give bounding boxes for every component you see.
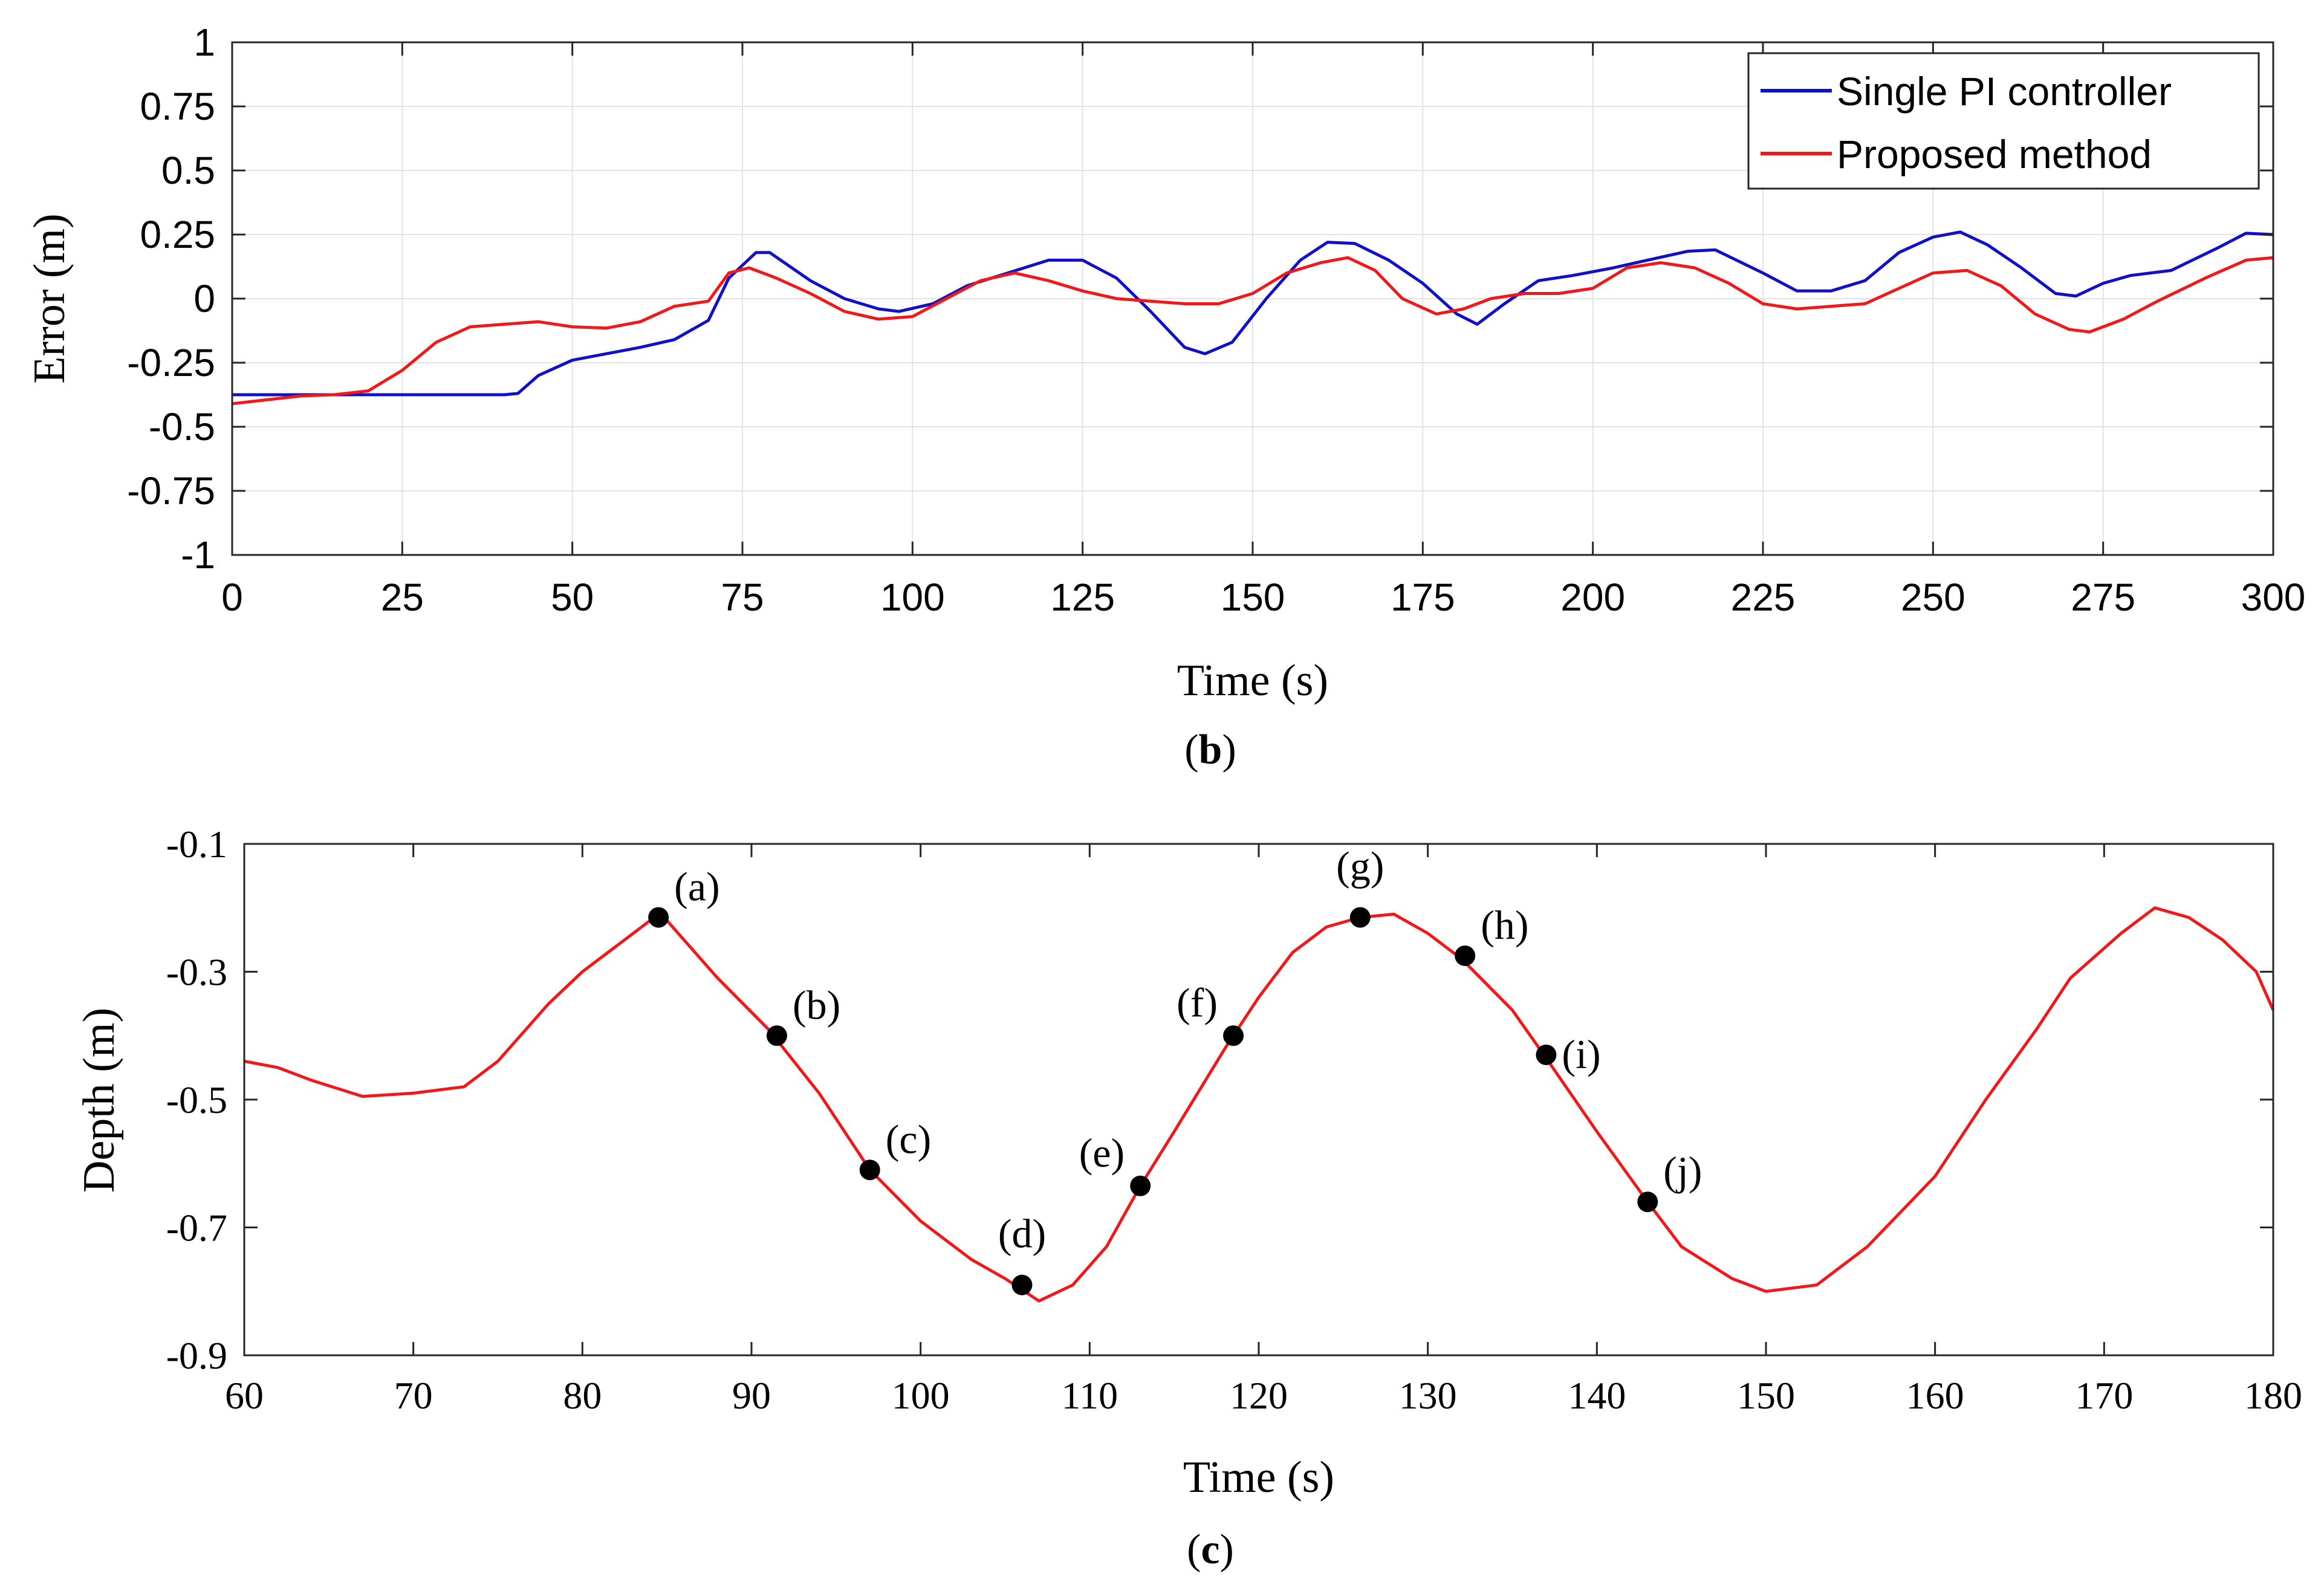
x-tick-label: 125 [1050,575,1115,619]
x-tick-label: 225 [1731,575,1796,619]
x-tick-label: 90 [732,1374,771,1417]
annotation-marker [766,1025,787,1046]
depth-chart-x-ticks: 60 70 80 90 100 110 120 130 140 150 160 170 180 [225,844,2302,1417]
y-tick-label: -0.3 [166,951,227,994]
x-tick-label: 110 [1062,1374,1118,1417]
x-tick-label: 170 [2075,1374,2133,1417]
x-tick-label: 0 [221,575,243,619]
x-tick-label: 100 [880,575,945,619]
series-line-proposed [232,256,2274,406]
depth-chart-x-label: Time (s) [1183,1453,1334,1502]
error-chart-series [232,230,2274,406]
x-tick-label: 50 [551,575,594,619]
legend-box [1747,52,2260,190]
annotation-label: (i) [1562,1031,1600,1077]
y-tick-label: 0.75 [140,85,215,128]
x-tick-label: 200 [1560,575,1625,619]
x-tick-label: 140 [1568,1374,1626,1417]
y-tick-label: -0.25 [127,341,215,384]
x-tick-label: 120 [1230,1374,1288,1417]
x-tick-label: 275 [2071,575,2135,619]
y-tick-label: -1 [181,533,215,577]
error-chart-x-label: Time (s) [1177,656,1328,705]
series-line-depth [244,906,2275,1303]
annotation-marker [1536,1044,1557,1065]
depth-chart-caption-letter: c [1201,1526,1219,1573]
x-tick-label: 150 [1221,575,1285,619]
error-chart-y-label: Error (m) [25,213,74,383]
x-tick-label: 175 [1391,575,1455,619]
annotation-label: (g) [1336,843,1384,889]
y-tick-label: -0.9 [166,1334,227,1377]
annotation-marker [1349,907,1371,928]
annotation-label: (a) [674,864,719,910]
annotation-marker [648,907,669,928]
x-tick-label: 160 [1906,1374,1964,1417]
y-tick-label: 0.25 [140,213,215,256]
y-tick-label: -0.1 [166,823,227,866]
error-chart-legend: Single PI controller Proposed method [1747,52,2260,190]
annotation-marker [859,1159,880,1181]
depth-chart-frame [243,843,2274,1356]
x-tick-label: 100 [892,1374,950,1417]
error-chart-x-ticks: 0 25 50 75 100 125 150 175 200 225 250 275 300 [221,42,2305,619]
legend-label-proposed: Proposed method [1837,132,2152,177]
depth-chart-series [244,906,2275,1303]
y-tick-label: 0.5 [161,149,215,192]
annotation-label: (e) [1079,1130,1125,1176]
x-tick-label: 300 [2241,575,2306,619]
legend-label-single-pi: Single PI controller [1837,69,2172,114]
annotation-label: (j) [1663,1148,1702,1194]
depth-chart-y-ticks: -0.1 -0.3 -0.5 -0.7 -0.9 [166,823,2273,1377]
y-tick-label: 0 [193,277,215,320]
x-tick-label: 25 [381,575,424,619]
depth-chart-annotations: (a) (b) (c) (d) (e) (f) (g) (h) (i) (j) [648,843,1702,1295]
annotation-label: (c) [886,1116,931,1162]
y-tick-label: -0.5 [166,1078,227,1121]
annotation-label: (b) [793,982,840,1028]
x-tick-label: 75 [721,575,764,619]
x-tick-label: 150 [1737,1374,1795,1417]
y-tick-label: 1 [193,21,215,64]
x-tick-label: 130 [1399,1374,1457,1417]
depth-chart-y-label: Depth (m) [74,1008,124,1193]
error-chart-caption-letter: b [1199,727,1222,773]
annotation-marker [1455,945,1476,967]
annotation-marker [1130,1175,1151,1196]
error-chart: 0 25 50 75 100 125 150 175 200 225 250 275 300 1 0.75… [25,21,2305,773]
x-tick-label: 180 [2244,1374,2302,1417]
annotation-label: (d) [998,1211,1046,1257]
annotation-marker [1011,1274,1033,1295]
y-tick-label: -0.7 [166,1207,227,1250]
depth-chart: 60 70 80 90 100 110 120 130 140 150 160 170 180 -0.1… [74,823,2302,1573]
annotation-marker [1637,1191,1658,1213]
annotation-marker [1223,1025,1244,1046]
error-chart-caption: (b) [1184,727,1236,773]
x-tick-label: 250 [1901,575,1965,619]
y-tick-label: -0.5 [149,405,215,449]
error-chart-y-ticks: 1 0.75 0.5 0.25 0 -0.25 -0.5 -0.75 -1 [127,21,2273,577]
x-tick-label: 70 [394,1374,433,1417]
x-tick-label: 60 [225,1374,264,1417]
annotation-label: (f) [1177,979,1218,1025]
y-tick-label: -0.75 [127,469,215,513]
x-tick-label: 80 [563,1374,602,1417]
depth-chart-caption: (c) [1187,1526,1234,1573]
annotation-label: (h) [1481,902,1528,948]
series-line-single-pi [232,230,2274,397]
